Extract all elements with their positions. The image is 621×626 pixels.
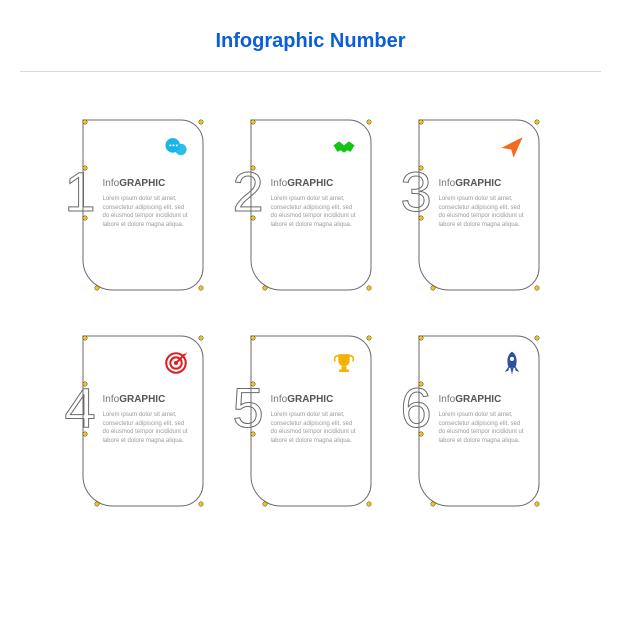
- card-body: Lorem ipsum dolor sit amet, consectetur …: [103, 411, 191, 446]
- card-text: InfoGRAPHIC Lorem ipsum dolor sit amet, …: [271, 178, 359, 230]
- card-text: InfoGRAPHIC Lorem ipsum dolor sit amet, …: [439, 178, 527, 230]
- card-body: Lorem ipsum dolor sit amet, consectetur …: [103, 195, 191, 230]
- card-number: 5: [233, 380, 264, 436]
- card-body: Lorem ipsum dolor sit amet, consectetur …: [271, 195, 359, 230]
- info-card: 6 InfoGRAPHIC Lorem ipsum dolor sit amet…: [419, 336, 539, 506]
- card-row: 4 InfoGRAPHIC Lorem ipsum dolor sit amet…: [83, 336, 539, 506]
- card-number: 1: [65, 164, 96, 220]
- info-card: 3 InfoGRAPHIC Lorem ipsum dolor sit amet…: [419, 120, 539, 290]
- card-number: 3: [401, 164, 432, 220]
- card-brand: InfoGRAPHIC: [103, 394, 191, 405]
- info-card: 4 InfoGRAPHIC Lorem ipsum dolor sit amet…: [83, 336, 203, 506]
- card-body: Lorem ipsum dolor sit amet, consectetur …: [439, 411, 527, 446]
- card-number: 4: [65, 380, 96, 436]
- title-block: Infographic Number: [20, 30, 601, 72]
- card-brand: InfoGRAPHIC: [103, 178, 191, 189]
- card-number: 2: [233, 164, 264, 220]
- card-body: Lorem ipsum dolor sit amet, consectetur …: [271, 411, 359, 446]
- info-card: 2 InfoGRAPHIC Lorem ipsum dolor sit amet…: [251, 120, 371, 290]
- card-row: 1 InfoGRAPHIC Lorem ipsum dolor sit amet…: [83, 120, 539, 290]
- card-text: InfoGRAPHIC Lorem ipsum dolor sit amet, …: [271, 394, 359, 446]
- card-brand: InfoGRAPHIC: [439, 394, 527, 405]
- trophy-icon: [331, 350, 357, 376]
- target-icon: [163, 350, 189, 376]
- card-grid: 1 InfoGRAPHIC Lorem ipsum dolor sit amet…: [0, 120, 621, 506]
- page-title: Infographic Number: [215, 30, 405, 52]
- rocket-icon: [499, 350, 525, 376]
- paperplane-icon: [499, 134, 525, 160]
- info-card: 5 InfoGRAPHIC Lorem ipsum dolor sit amet…: [251, 336, 371, 506]
- chat-icon: [163, 134, 189, 160]
- card-brand: InfoGRAPHIC: [271, 178, 359, 189]
- card-body: Lorem ipsum dolor sit amet, consectetur …: [439, 195, 527, 230]
- card-number: 6: [401, 380, 432, 436]
- card-brand: InfoGRAPHIC: [439, 178, 527, 189]
- card-text: InfoGRAPHIC Lorem ipsum dolor sit amet, …: [103, 394, 191, 446]
- info-card: 1 InfoGRAPHIC Lorem ipsum dolor sit amet…: [83, 120, 203, 290]
- handshake-icon: [331, 134, 357, 160]
- card-text: InfoGRAPHIC Lorem ipsum dolor sit amet, …: [103, 178, 191, 230]
- card-brand: InfoGRAPHIC: [271, 394, 359, 405]
- card-text: InfoGRAPHIC Lorem ipsum dolor sit amet, …: [439, 394, 527, 446]
